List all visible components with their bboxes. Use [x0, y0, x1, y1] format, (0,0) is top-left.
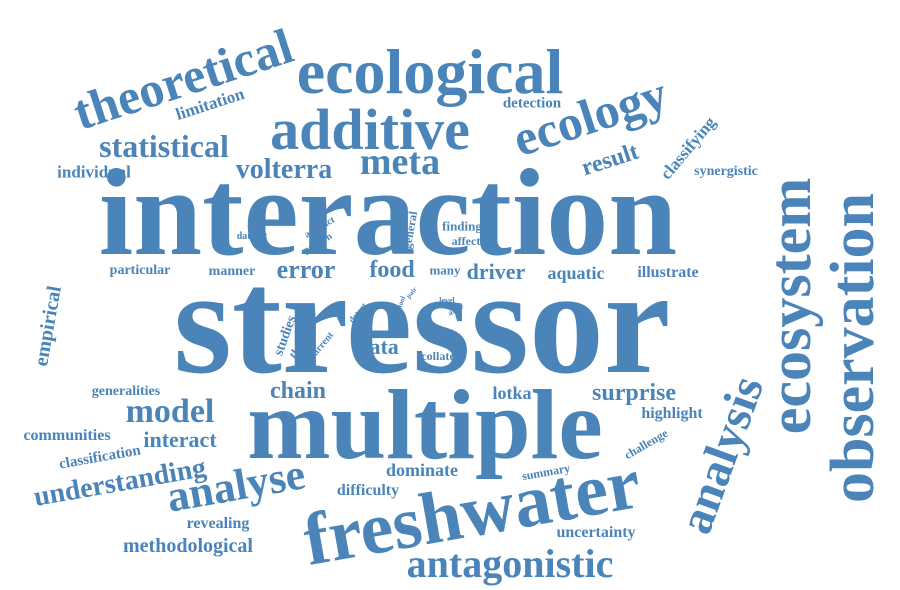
word-driver: driver [466, 259, 526, 284]
word-affect: affect [451, 234, 481, 248]
word-collate: collate [421, 349, 455, 363]
word-stressor: stressor [173, 239, 671, 405]
word-empirical: empirical [30, 284, 66, 368]
word-synergistic: synergistic [694, 164, 758, 179]
word-dominate: dominate [386, 460, 458, 480]
word-interaction: interaction [98, 144, 678, 281]
word-particular: particular [109, 263, 171, 278]
word-antagonistic: antagonistic [406, 541, 614, 586]
word-statistical: statistical [99, 128, 229, 164]
word-manner: manner [208, 264, 256, 279]
word-detection: detection [502, 95, 562, 112]
word-methodological: methodological [123, 535, 253, 557]
word-multiple: multiple [247, 369, 603, 480]
word-communities: communities [23, 427, 111, 444]
word-observation: observation [819, 193, 887, 503]
word-challenge: challenge [621, 425, 671, 463]
word-additive: additive [270, 97, 470, 162]
word-analysis: analysis [668, 369, 775, 541]
word-difficulty: difficulty [336, 482, 400, 499]
word-many: many [429, 262, 461, 278]
word-individual: individual [57, 162, 131, 182]
word-surprise: surprise [592, 380, 676, 406]
word-meta: meta [359, 141, 441, 183]
word-highlight: highlight [641, 405, 703, 422]
word-ecological: ecological [296, 36, 564, 107]
word-finding: finding [442, 218, 482, 234]
word-illustrate: illustrate [637, 264, 699, 281]
word-interact: interact [143, 427, 217, 452]
word-volterra: volterra [235, 154, 333, 185]
word-revealing: revealing [186, 515, 250, 532]
word-model: model [125, 393, 215, 430]
word-uncertainty: uncertainty [556, 524, 636, 541]
word-level: level [439, 296, 455, 305]
word-dataset: dataset [236, 231, 268, 242]
word-error: error [276, 255, 336, 284]
word-generalities: generalities [91, 384, 161, 399]
word-data: data [357, 334, 399, 359]
word-lotka: lotka [492, 383, 532, 403]
word-food: food [369, 257, 415, 283]
word-chain: chain [269, 378, 327, 404]
word-aquatic: aquatic [547, 263, 605, 283]
